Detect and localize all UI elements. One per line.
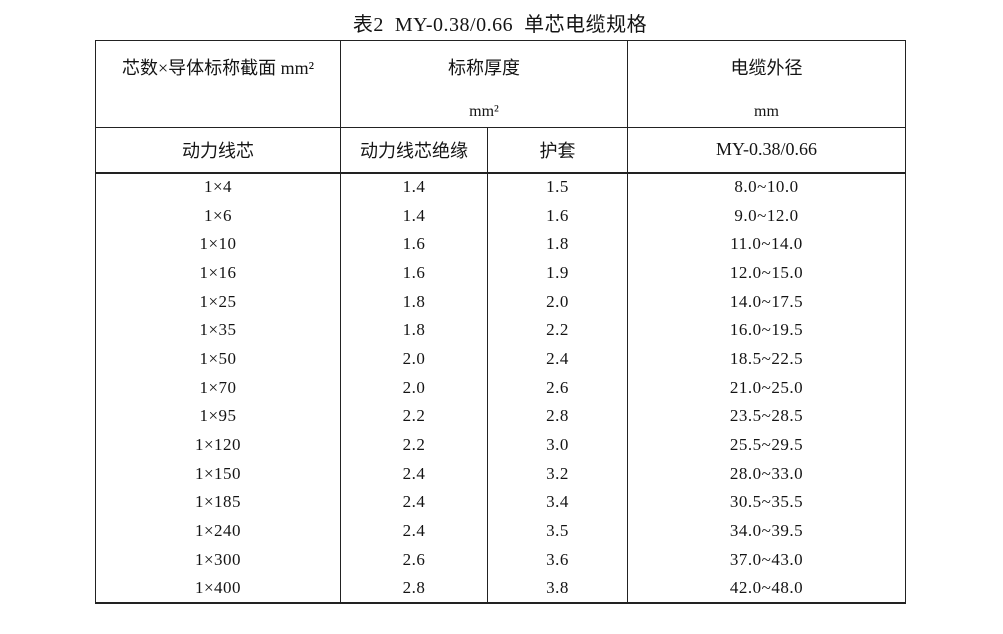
cell-diameter: 25.5~29.5 [627, 430, 906, 460]
cell-insulation: 2.4 [340, 459, 488, 489]
cell-insulation: 2.0 [340, 344, 488, 374]
table-row: 1×16 1.6 1.9 12.0~15.0 [95, 258, 906, 288]
cell-insulation: 1.8 [340, 315, 488, 345]
cell-sheath: 3.4 [487, 488, 628, 517]
cell-core: 1×4 [95, 172, 341, 202]
cell-sheath: 3.8 [487, 574, 628, 603]
cell-insulation: 2.2 [340, 430, 488, 460]
cell-diameter: 11.0~14.0 [627, 229, 906, 259]
cell-core: 1×120 [95, 430, 341, 460]
cell-sheath: 2.4 [487, 344, 628, 374]
table-row: 1×240 2.4 3.5 34.0~39.5 [95, 516, 906, 546]
cell-core: 1×240 [95, 516, 341, 546]
cell-insulation: 2.4 [340, 488, 488, 517]
cell-sheath: 1.8 [487, 229, 628, 259]
header-thickness-label: 标称厚度 [448, 58, 520, 78]
table-row: 1×35 1.8 2.2 16.0~19.5 [95, 315, 906, 345]
cell-insulation: 2.4 [340, 516, 488, 546]
header-diameter-unit: mm [754, 103, 779, 120]
cell-sheath: 1.5 [487, 172, 628, 202]
table-row: 1×120 2.2 3.0 25.5~29.5 [95, 430, 906, 460]
cell-sheath: 3.5 [487, 516, 628, 546]
cell-diameter: 23.5~28.5 [627, 402, 906, 431]
cell-diameter: 21.0~25.0 [627, 373, 906, 402]
cell-insulation: 2.8 [340, 574, 488, 603]
cell-sheath: 1.9 [487, 258, 628, 288]
table-row: 1×4 1.4 1.5 8.0~10.0 [95, 172, 906, 202]
table-body: 1×4 1.4 1.5 8.0~10.0 1×6 1.4 1.6 9.0~12.… [95, 172, 906, 603]
table-row: 1×300 2.6 3.6 37.0~43.0 [95, 545, 906, 575]
cell-diameter: 16.0~19.5 [627, 315, 906, 345]
cell-insulation: 2.2 [340, 402, 488, 431]
cell-core: 1×70 [95, 373, 341, 402]
cell-sheath: 3.6 [487, 545, 628, 575]
table-row: 1×10 1.6 1.8 11.0~14.0 [95, 229, 906, 259]
cell-sheath: 3.2 [487, 459, 628, 489]
cell-insulation: 2.6 [340, 545, 488, 575]
cell-core: 1×6 [95, 201, 341, 230]
cell-insulation: 1.4 [340, 201, 488, 230]
cell-diameter: 12.0~15.0 [627, 258, 906, 288]
table-title: 表2 MY-0.38/0.66 单芯电缆规格 [352, 14, 648, 36]
header-core-section: 芯数×导体标称截面 mm² [95, 40, 341, 128]
cell-diameter: 37.0~43.0 [627, 545, 906, 575]
cell-insulation: 2.0 [340, 373, 488, 402]
header-diameter-label: 电缆外径 [730, 58, 803, 78]
cell-core: 1×50 [95, 344, 341, 374]
cell-sheath: 2.2 [487, 315, 628, 345]
cell-diameter: 28.0~33.0 [627, 459, 906, 489]
cell-diameter: 14.0~17.5 [627, 287, 906, 316]
cell-sheath: 2.6 [487, 373, 628, 402]
cell-diameter: 30.5~35.5 [627, 488, 906, 517]
cell-core: 1×16 [95, 258, 341, 288]
header-core-section-label: 芯数×导体标称截面 mm² [121, 58, 315, 78]
cell-core: 1×185 [95, 488, 341, 517]
cell-core: 1×25 [95, 287, 341, 316]
cell-diameter: 18.5~22.5 [627, 344, 906, 374]
subheader-power-core: 动力线芯 [95, 127, 341, 174]
cell-insulation: 1.4 [340, 172, 488, 202]
cell-insulation: 1.8 [340, 287, 488, 316]
header-row-sub: 动力线芯 动力线芯绝缘 护套 MY-0.38/0.66 [95, 127, 906, 174]
subheader-sheath: 护套 [487, 127, 628, 174]
table-row: 1×95 2.2 2.8 23.5~28.5 [95, 402, 906, 431]
cable-spec-table: 芯数×导体标称截面 mm² 标称厚度 mm² 电缆外径 mm 动力线芯 动力线芯… [95, 40, 906, 604]
header-thickness: 标称厚度 mm² [340, 40, 628, 128]
cell-core: 1×150 [95, 459, 341, 489]
subheader-model: MY-0.38/0.66 [627, 127, 906, 174]
cell-diameter: 34.0~39.5 [627, 516, 906, 546]
cell-sheath: 1.6 [487, 201, 628, 230]
cell-diameter: 8.0~10.0 [627, 172, 906, 202]
cell-insulation: 1.6 [340, 229, 488, 259]
subheader-insulation: 动力线芯绝缘 [340, 127, 488, 174]
header-row-main: 芯数×导体标称截面 mm² 标称厚度 mm² 电缆外径 mm [95, 40, 906, 128]
cell-core: 1×35 [95, 315, 341, 345]
cell-core: 1×10 [95, 229, 341, 259]
table-row: 1×400 2.8 3.8 42.0~48.0 [95, 574, 906, 603]
table-header: 芯数×导体标称截面 mm² 标称厚度 mm² 电缆外径 mm 动力线芯 动力线芯… [95, 40, 906, 174]
header-thickness-unit: mm² [469, 103, 499, 120]
cell-diameter: 9.0~12.0 [627, 201, 906, 230]
cell-core: 1×400 [95, 574, 341, 603]
table-row: 1×150 2.4 3.2 28.0~33.0 [95, 459, 906, 489]
table-row: 1×6 1.4 1.6 9.0~12.0 [95, 201, 906, 230]
table-row: 1×25 1.8 2.0 14.0~17.5 [95, 287, 906, 316]
cell-diameter: 42.0~48.0 [627, 574, 906, 603]
cell-core: 1×300 [95, 545, 341, 575]
cell-sheath: 2.0 [487, 287, 628, 316]
table-row: 1×185 2.4 3.4 30.5~35.5 [95, 488, 906, 517]
table-row: 1×50 2.0 2.4 18.5~22.5 [95, 344, 906, 374]
cell-insulation: 1.6 [340, 258, 488, 288]
table-row: 1×70 2.0 2.6 21.0~25.0 [95, 373, 906, 402]
cell-sheath: 2.8 [487, 402, 628, 431]
cell-sheath: 3.0 [487, 430, 628, 460]
cell-core: 1×95 [95, 402, 341, 431]
header-diameter: 电缆外径 mm [627, 40, 906, 128]
